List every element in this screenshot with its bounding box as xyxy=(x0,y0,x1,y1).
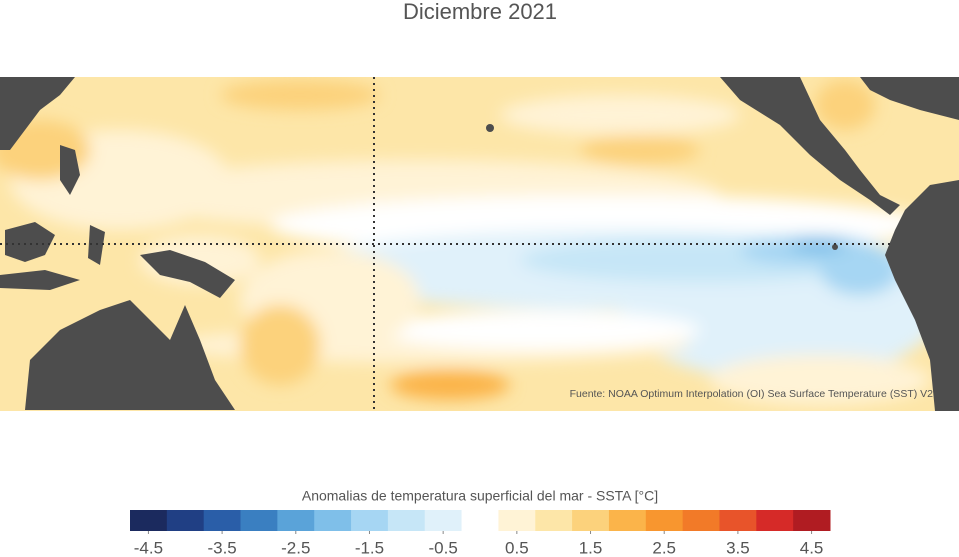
tick-label: -2.5 xyxy=(281,538,310,557)
color-bin xyxy=(130,510,168,531)
tick-label: 2.5 xyxy=(652,538,676,557)
color-bin xyxy=(277,510,315,531)
color-bin xyxy=(461,510,499,531)
color-bin xyxy=(203,510,242,531)
legend-title: Anomalias de temperatura superficial del… xyxy=(302,488,658,504)
color-bin xyxy=(645,510,684,531)
color-bin xyxy=(572,510,610,531)
color-bin xyxy=(535,510,573,531)
colorbar: -4.5 -3.5 -2.5 -1.5 -0.5 0.5 1.5 2.5 3.5 4.5 xyxy=(130,510,831,557)
title: Diciembre 2021 xyxy=(403,0,557,24)
color-bin xyxy=(793,510,831,531)
color-bin xyxy=(424,510,463,531)
tick-label: -4.5 xyxy=(134,538,163,557)
color-bin xyxy=(756,510,794,531)
color-bin xyxy=(387,510,426,531)
tick-label: -1.5 xyxy=(355,538,384,557)
tick-label: 4.5 xyxy=(800,538,824,557)
color-bin xyxy=(166,510,205,531)
anomaly-field xyxy=(0,80,950,405)
tick-label: -3.5 xyxy=(207,538,236,557)
color-bin xyxy=(240,510,278,531)
tick-label: 1.5 xyxy=(579,538,603,557)
color-bin xyxy=(682,510,720,531)
land xyxy=(0,77,959,411)
color-bin xyxy=(314,510,352,531)
tick-label: 3.5 xyxy=(726,538,750,557)
tick-label: 0.5 xyxy=(505,538,529,557)
color-bin xyxy=(498,510,536,531)
source: Fuente: NOAA Optimum Interpolation (OI) … xyxy=(570,388,934,400)
color-bin xyxy=(608,510,647,531)
map: Fuente: NOAA Optimum Interpolation (OI) … xyxy=(0,77,959,411)
reference-lines xyxy=(0,77,890,411)
tick-label: -0.5 xyxy=(429,538,458,557)
color-bin xyxy=(351,510,389,531)
color-bin xyxy=(719,510,757,531)
